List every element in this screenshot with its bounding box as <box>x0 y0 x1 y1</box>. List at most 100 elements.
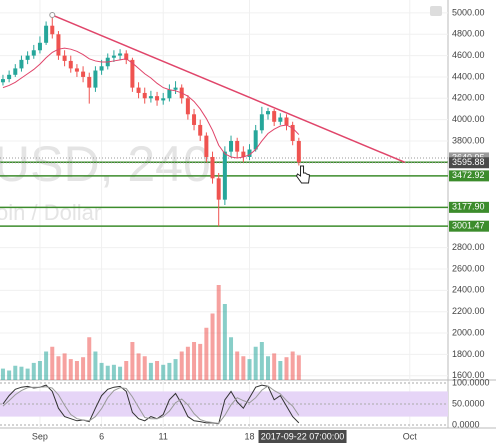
candle-body <box>253 130 258 150</box>
volume-bar <box>247 359 252 380</box>
stoch-tick-label: 0.0000 <box>452 419 480 429</box>
y-tick-label: 4600.00 <box>452 50 485 60</box>
x-tick-label: 11 <box>159 431 168 441</box>
price-line-label: 3001.47 <box>452 221 485 231</box>
volume-bar <box>179 351 184 380</box>
candle-body <box>148 96 153 99</box>
candle-body <box>142 92 147 99</box>
volume-bar <box>296 355 301 380</box>
volume-bar <box>266 356 271 380</box>
candle-body <box>50 25 55 35</box>
volume-bar <box>155 361 160 380</box>
candle-body <box>136 87 141 93</box>
x-tick-label: 18 <box>245 431 255 441</box>
volume-bar <box>68 359 73 380</box>
candle-body <box>0 79 5 83</box>
y-tick-label: 5000.00 <box>452 7 485 17</box>
stoch-k <box>2 384 300 425</box>
candle-body <box>44 25 49 43</box>
plot: 5000.00 4800.00 4600.00 4400.00 4200.00 4000.… <box>0 0 490 443</box>
volume-bar <box>81 357 86 380</box>
volume-bar <box>13 365 18 380</box>
candle-body <box>210 156 215 179</box>
volume-bar <box>259 342 264 380</box>
volume-bar <box>204 327 209 380</box>
volume-bar <box>284 357 289 380</box>
volume-bar <box>7 370 12 380</box>
candle-body <box>68 60 73 69</box>
y-tick-label: 1600.00 <box>452 370 485 380</box>
x-tick-label: Oct <box>403 431 418 441</box>
marker-price-bg <box>449 157 489 169</box>
candle-body <box>185 98 190 115</box>
candle-body <box>56 34 61 56</box>
y-tick-label: 4800.00 <box>452 29 485 39</box>
candle-body <box>259 114 264 131</box>
price-line-label: 3177.90 <box>452 202 485 212</box>
volume-bar <box>278 361 283 380</box>
candle-body <box>272 111 277 122</box>
volume-bar <box>118 366 123 380</box>
watermark: USD, 240 <box>0 136 211 192</box>
volume-bar <box>93 351 98 380</box>
settings-icon[interactable] <box>430 6 442 16</box>
candle-body <box>81 71 86 77</box>
candle-body <box>235 140 240 152</box>
volume-bar <box>111 364 116 380</box>
candle-body <box>130 59 135 88</box>
volume-bar <box>290 351 295 380</box>
volume-bar <box>216 285 221 380</box>
stoch-tick-label: 50.0000 <box>452 398 485 408</box>
volume-bar <box>105 365 110 380</box>
candle-body <box>13 68 18 75</box>
candle-body <box>216 178 221 200</box>
y-tick-label: 2400.00 <box>452 285 485 295</box>
candle-body <box>222 151 227 200</box>
volume-bar <box>56 356 61 380</box>
trend-handle <box>49 12 56 19</box>
volume-bar <box>222 304 227 380</box>
candle-body <box>74 68 79 72</box>
y-tick-label: 2200.00 <box>452 306 485 316</box>
volume-bar <box>142 356 147 380</box>
price-line-label-bg <box>449 220 489 232</box>
stoch-d <box>2 385 300 424</box>
volume-bar <box>173 359 178 380</box>
volume-bar <box>124 361 129 380</box>
volume-bar <box>136 353 141 380</box>
candle-body <box>93 70 98 88</box>
volume-bar <box>74 361 79 380</box>
volume-bar <box>253 346 258 380</box>
candle-body <box>229 140 234 152</box>
stoch-tick-label: 100.0000 <box>452 377 490 387</box>
candle-body <box>31 50 36 56</box>
volume-bar <box>87 337 92 380</box>
candle-body <box>198 124 203 136</box>
volume-bar <box>198 343 203 380</box>
candle-body <box>25 55 30 60</box>
candle-body <box>62 55 67 61</box>
y-tick-label: 2800.00 <box>452 242 485 252</box>
volume-bar <box>167 362 172 380</box>
candle-body <box>296 140 301 163</box>
y-tick-label: 2600.00 <box>452 263 485 273</box>
volume-bar <box>62 353 67 380</box>
candle-body <box>278 117 283 122</box>
volume-bar <box>210 313 215 380</box>
volume-bar <box>148 362 153 380</box>
y-tick-label: 3800.00 <box>452 135 485 145</box>
candle-body <box>167 89 172 99</box>
y-tick-label: 2000.00 <box>452 327 485 337</box>
candle-body <box>192 114 197 125</box>
candle-body <box>173 87 178 90</box>
candle-body <box>266 111 271 115</box>
candle-body <box>161 98 166 101</box>
x-tick-label: Sep <box>32 431 48 441</box>
volume-bar <box>25 368 30 380</box>
y-tick-label: 4000.00 <box>452 114 485 124</box>
y-tick-label: 1800.00 <box>452 349 485 359</box>
price-line-label-bg <box>449 170 489 182</box>
cursor-hand <box>295 165 311 184</box>
candle-body <box>290 124 295 141</box>
cursor-label: 2017-09-22 07:00:00 <box>261 431 345 441</box>
